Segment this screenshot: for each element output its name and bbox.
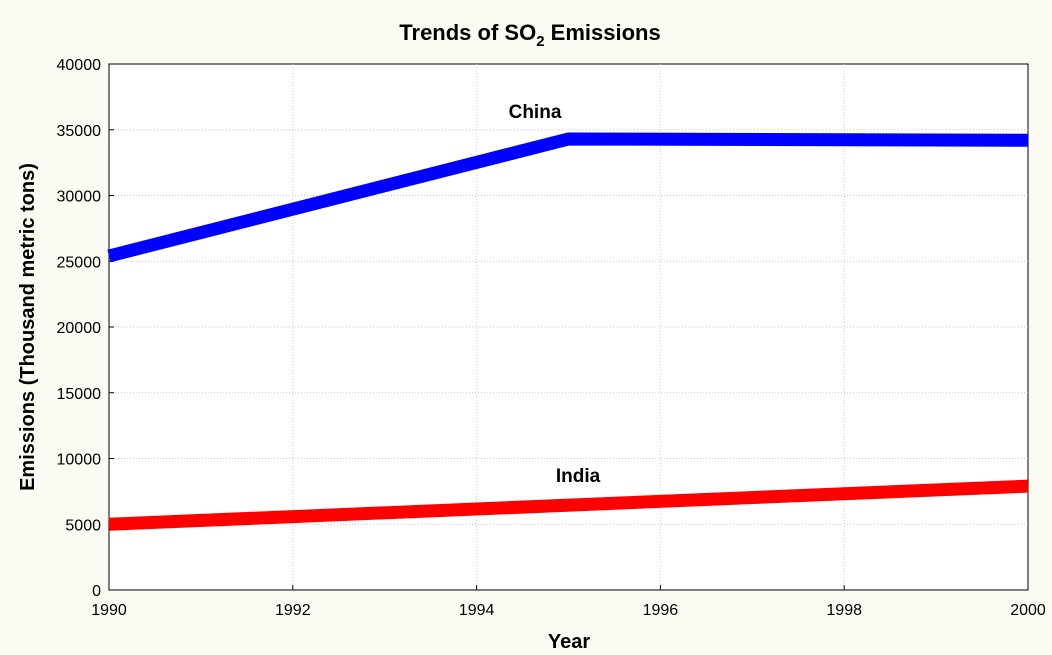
x-tick-label: 1998 [826,602,862,619]
x-tick-label: 1992 [275,602,311,619]
chart-title: Trends of SO2 Emissions [399,20,660,50]
y-axis-title: Emissions (Thousand metric tons) [17,163,39,491]
chart-title-prefix: Trends of SO [399,20,536,45]
series-lines [107,132,1029,531]
y-tick-label: 30000 [57,189,102,206]
y-tick-label: 10000 [57,452,102,469]
y-tick-label: 25000 [57,254,102,271]
series-line-india [108,479,1029,531]
y-tick-label: 0 [92,583,101,600]
series-line-china [107,132,1029,263]
y-tick-label: 5000 [65,517,101,534]
y-axis-ticks: 0 5000 10000 15000 20000 25000 30000 35000 40000 [57,57,114,600]
x-tick-label: 1996 [643,602,679,619]
y-tick-label: 20000 [57,320,102,337]
chart-title-suffix: Emissions [545,20,661,45]
series-label-india: India [556,466,601,487]
chart-title-subscript: 2 [536,33,544,50]
series-label-china: China [509,102,562,123]
x-tick-label: 1994 [459,602,495,619]
x-tick-label: 1990 [91,602,127,619]
y-tick-label: 35000 [57,123,102,140]
x-tick-label: 2000 [1010,602,1046,619]
y-tick-label: 40000 [57,57,102,74]
y-tick-label: 15000 [57,386,102,403]
x-axis-ticks: 1990 1992 1994 1996 1998 2000 [91,585,1046,619]
x-axis-title: Year [548,631,590,653]
